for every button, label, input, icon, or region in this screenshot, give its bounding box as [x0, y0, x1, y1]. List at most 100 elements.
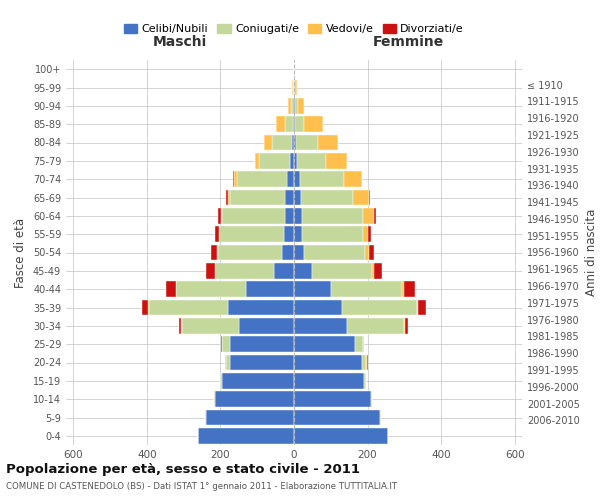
Bar — [302, 226, 363, 242]
Bar — [364, 373, 366, 388]
Bar — [220, 226, 284, 242]
Bar — [299, 172, 344, 187]
Bar — [222, 373, 294, 388]
Bar — [230, 336, 294, 352]
Bar — [294, 116, 295, 132]
Bar — [404, 282, 415, 297]
Bar — [218, 208, 221, 224]
Bar — [292, 134, 294, 150]
Bar — [182, 318, 239, 334]
Bar — [274, 263, 294, 278]
Bar — [226, 190, 228, 206]
Bar — [287, 172, 294, 187]
Bar — [217, 244, 218, 260]
Bar — [417, 300, 418, 316]
Bar — [228, 300, 294, 316]
Bar — [234, 172, 237, 187]
Bar — [298, 98, 304, 114]
Bar — [221, 208, 222, 224]
Bar — [331, 282, 403, 297]
Legend: Celibi/Nubili, Coniugati/e, Vedovi/e, Divorziati/e: Celibi/Nubili, Coniugati/e, Vedovi/e, Di… — [119, 20, 469, 38]
Text: Popolazione per età, sesso e stato civile - 2011: Popolazione per età, sesso e stato civil… — [6, 462, 360, 475]
Bar — [285, 190, 294, 206]
Bar — [294, 98, 295, 114]
Bar — [294, 282, 331, 297]
Bar — [285, 116, 293, 132]
Bar — [176, 282, 246, 297]
Bar — [373, 263, 374, 278]
Y-axis label: Anni di nascita: Anni di nascita — [585, 209, 598, 296]
Bar — [237, 172, 287, 187]
Bar — [302, 208, 363, 224]
Bar — [259, 153, 290, 168]
Bar — [230, 190, 285, 206]
Bar — [218, 244, 282, 260]
Y-axis label: Fasce di età: Fasce di età — [14, 218, 27, 288]
Bar — [294, 392, 371, 407]
Bar — [222, 208, 285, 224]
Bar — [304, 116, 323, 132]
Bar — [368, 244, 374, 260]
Bar — [292, 98, 293, 114]
Text: COMUNE DI CASTENEDOLO (BS) - Dati ISTAT 1° gennaio 2011 - Elaborazione TUTTITALI: COMUNE DI CASTENEDOLO (BS) - Dati ISTAT … — [6, 482, 397, 491]
Bar — [418, 300, 427, 316]
Bar — [206, 263, 215, 278]
Bar — [282, 244, 294, 260]
Bar — [206, 410, 294, 426]
Bar — [166, 282, 176, 297]
Bar — [365, 244, 368, 260]
Bar — [294, 263, 311, 278]
Bar — [292, 80, 293, 96]
Bar — [220, 373, 222, 388]
Bar — [215, 226, 218, 242]
Bar — [142, 300, 148, 316]
Bar — [293, 98, 294, 114]
Bar — [276, 116, 285, 132]
Bar — [294, 318, 347, 334]
Bar — [304, 244, 365, 260]
Bar — [363, 336, 364, 352]
Bar — [294, 336, 355, 352]
Bar — [230, 354, 294, 370]
Text: Maschi: Maschi — [153, 35, 207, 49]
Bar — [215, 392, 294, 407]
Bar — [294, 190, 301, 206]
Bar — [294, 208, 302, 224]
Bar — [344, 172, 362, 187]
Bar — [295, 116, 304, 132]
Bar — [355, 336, 363, 352]
Bar — [215, 263, 274, 278]
Text: Femmine: Femmine — [373, 35, 443, 49]
Bar — [294, 428, 388, 444]
Bar — [403, 282, 404, 297]
Bar — [318, 134, 338, 150]
Bar — [405, 318, 408, 334]
Bar — [294, 172, 299, 187]
Bar — [218, 226, 220, 242]
Bar — [225, 354, 226, 370]
Bar — [294, 410, 380, 426]
Bar — [294, 354, 362, 370]
Bar — [342, 300, 417, 316]
Bar — [214, 392, 215, 407]
Bar — [374, 263, 382, 278]
Bar — [239, 318, 294, 334]
Bar — [221, 336, 222, 352]
Bar — [149, 300, 228, 316]
Bar — [294, 226, 302, 242]
Bar — [311, 263, 373, 278]
Bar — [199, 428, 294, 444]
Bar — [368, 226, 371, 242]
Bar — [347, 318, 404, 334]
Bar — [371, 392, 372, 407]
Bar — [294, 244, 304, 260]
Bar — [404, 318, 405, 334]
Bar — [294, 373, 364, 388]
Bar — [264, 134, 272, 150]
Bar — [294, 134, 296, 150]
Bar — [296, 134, 318, 150]
Bar — [294, 153, 297, 168]
Bar — [295, 98, 298, 114]
Bar — [222, 336, 230, 352]
Bar — [353, 190, 370, 206]
